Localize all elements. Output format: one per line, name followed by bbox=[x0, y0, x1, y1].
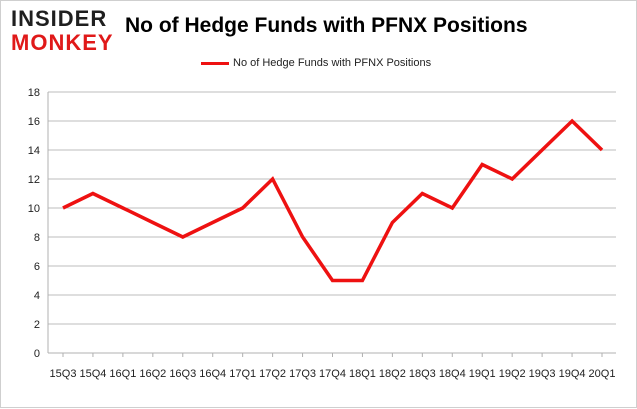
y-tick-label: 8 bbox=[34, 232, 40, 244]
x-tick-label: 18Q2 bbox=[379, 368, 406, 380]
x-tick-label: 17Q3 bbox=[289, 368, 316, 380]
y-tick-label: 10 bbox=[28, 203, 40, 215]
chart-legend: No of Hedge Funds with PFNX Positions bbox=[201, 57, 431, 69]
axis-layer bbox=[48, 92, 616, 357]
x-tick-label: 18Q4 bbox=[439, 368, 466, 380]
x-tick-label: 15Q4 bbox=[79, 368, 106, 380]
chart-title: No of Hedge Funds with PFNX Positions bbox=[125, 14, 528, 38]
logo-text-top: INSIDER bbox=[11, 7, 119, 31]
x-tick-label: 16Q2 bbox=[139, 368, 166, 380]
x-tick-label: 19Q2 bbox=[499, 368, 526, 380]
x-tick-label: 16Q3 bbox=[169, 368, 196, 380]
legend-label: No of Hedge Funds with PFNX Positions bbox=[233, 57, 431, 69]
x-tick-label: 19Q3 bbox=[529, 368, 556, 380]
y-tick-label: 4 bbox=[34, 290, 40, 302]
x-tick-label: 19Q4 bbox=[559, 368, 586, 380]
x-tick-label: 18Q1 bbox=[349, 368, 376, 380]
y-tick-label: 0 bbox=[34, 348, 40, 360]
y-tick-labels: 0 2 4 6 8 10 12 14 16 18 bbox=[28, 87, 40, 360]
x-tick-label: 17Q1 bbox=[229, 368, 256, 380]
x-tick-label: 19Q1 bbox=[469, 368, 496, 380]
logo-text-bottom: MONKEY bbox=[11, 31, 119, 55]
x-tick-label: 16Q4 bbox=[199, 368, 226, 380]
x-tick-label: 20Q1 bbox=[589, 368, 616, 380]
grid-layer bbox=[48, 92, 616, 324]
x-tick-label: 16Q1 bbox=[109, 368, 136, 380]
y-tick-label: 14 bbox=[28, 145, 40, 157]
x-tick-label: 15Q3 bbox=[50, 368, 77, 380]
y-tick-label: 12 bbox=[28, 174, 40, 186]
x-tick-label: 18Q3 bbox=[409, 368, 436, 380]
series-layer bbox=[63, 121, 602, 281]
y-tick-label: 6 bbox=[34, 261, 40, 273]
x-tick-label: 17Q4 bbox=[319, 368, 346, 380]
series-line bbox=[63, 121, 602, 281]
x-tick-label: 17Q2 bbox=[259, 368, 286, 380]
insider-monkey-logo: INSIDER MONKEY bbox=[11, 7, 119, 57]
y-tick-label: 2 bbox=[34, 319, 40, 331]
y-tick-label: 16 bbox=[28, 116, 40, 128]
legend-line-swatch bbox=[201, 62, 229, 65]
y-tick-label: 18 bbox=[28, 87, 40, 99]
